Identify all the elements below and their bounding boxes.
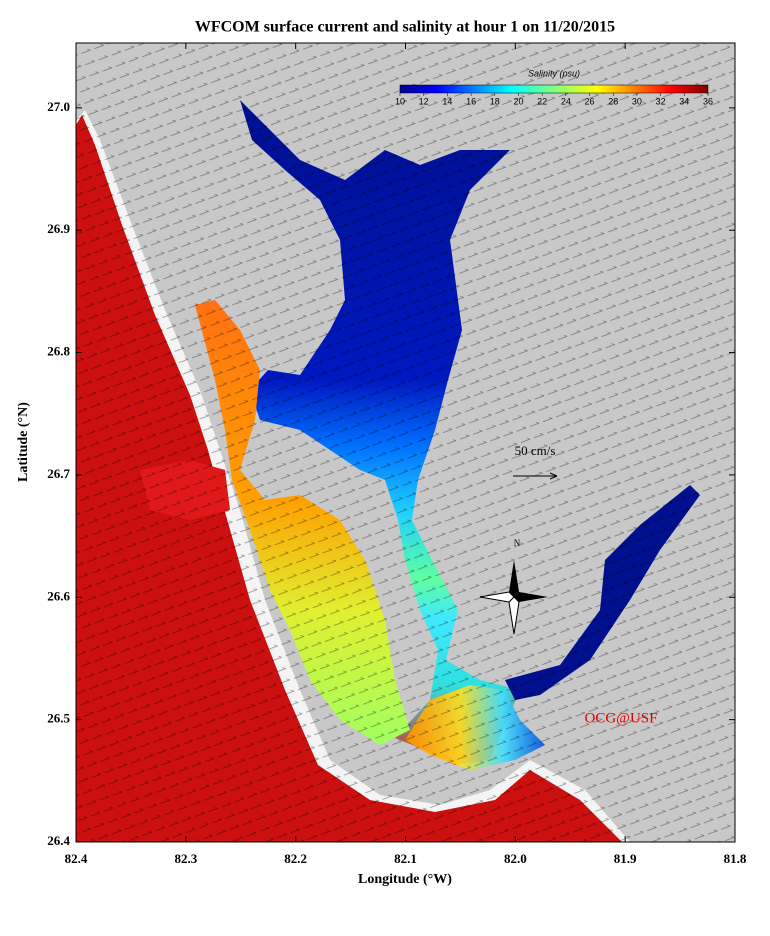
x-tick-label: 82.2 bbox=[284, 851, 307, 866]
y-tick-label: 26.4 bbox=[47, 833, 70, 848]
scale-arrow-head bbox=[549, 472, 558, 480]
x-tick-label: 82.1 bbox=[394, 851, 417, 866]
north-label: N bbox=[514, 538, 521, 548]
current-vectors bbox=[76, 43, 735, 842]
colorbar-tick-label: 34 bbox=[679, 96, 689, 106]
y-tick-label: 27.0 bbox=[47, 99, 70, 114]
colorbar-tick-label: 36 bbox=[703, 96, 713, 106]
colorbar-tick-label: 18 bbox=[490, 96, 500, 106]
y-tick-label: 26.8 bbox=[47, 344, 70, 359]
y-axis-label: Latitude (°N) bbox=[16, 402, 31, 482]
colorbar-tick-label: 10 bbox=[395, 96, 405, 106]
y-tick-label: 26.7 bbox=[47, 466, 70, 481]
colorbar-tick-label: 20 bbox=[513, 96, 523, 106]
colorbar-tick-label: 12 bbox=[419, 96, 429, 106]
map-area bbox=[76, 43, 735, 842]
y-tick-label: 26.5 bbox=[47, 711, 70, 726]
x-tick-label: 82.0 bbox=[504, 851, 527, 866]
y-tick-label: 26.9 bbox=[47, 221, 70, 236]
colorbar-tick-label: 16 bbox=[466, 96, 476, 106]
x-axis-label: Longitude (°W) bbox=[358, 872, 452, 887]
y-tick-label: 26.6 bbox=[47, 588, 70, 603]
colorbar-tick-label: 28 bbox=[608, 96, 618, 106]
x-tick-label: 81.8 bbox=[724, 851, 747, 866]
title: WFCOM surface current and salinity at ho… bbox=[195, 19, 615, 36]
colorbar-tick-label: 30 bbox=[632, 96, 642, 106]
scale-label: 50 cm/s bbox=[515, 443, 556, 458]
colorbar-tick-label: 24 bbox=[561, 96, 571, 106]
colorbar-tick-label: 14 bbox=[442, 96, 452, 106]
compass bbox=[479, 560, 548, 635]
colorbar-title: Salinity (psu) bbox=[528, 68, 580, 78]
colorbar bbox=[399, 84, 709, 94]
colorbar-tick-label: 22 bbox=[537, 96, 547, 106]
x-tick-label: 81.9 bbox=[614, 851, 637, 866]
x-tick-label: 82.3 bbox=[174, 851, 197, 866]
credit: OCG@USF bbox=[584, 710, 657, 726]
x-tick-label: 82.4 bbox=[65, 851, 88, 866]
colorbar-tick-label: 26 bbox=[585, 96, 595, 106]
colorbar-tick-label: 32 bbox=[656, 96, 666, 106]
